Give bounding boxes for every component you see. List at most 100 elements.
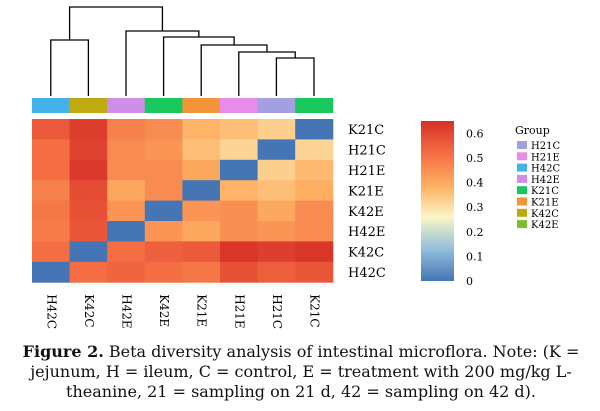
- heatmap-cell: [32, 241, 71, 263]
- heatmap-cell: [144, 180, 183, 202]
- heatmap-cell: [32, 119, 71, 140]
- colorbar-tick-label: 0.3: [466, 201, 484, 214]
- dendrogram-branch: [275, 57, 315, 96]
- heatmap-cell: [107, 221, 146, 242]
- row-label: H21C: [348, 144, 386, 159]
- heatmap-cell: [69, 139, 108, 161]
- colorbar-tick-label: 0.5: [466, 152, 484, 165]
- heatmap-cell: [107, 119, 146, 140]
- caption-text: Beta diversity analysis of intestinal mi…: [30, 342, 580, 401]
- legend-label: H42E: [531, 175, 560, 186]
- heatmap-cell: [69, 180, 108, 202]
- heatmap-cell: [69, 119, 108, 140]
- column-group-bar: [32, 98, 334, 113]
- heatmap-cell: [220, 221, 259, 242]
- heatmap-cell: [32, 221, 71, 242]
- heatmap-cell: [257, 241, 296, 263]
- heatmap-cell: [144, 159, 183, 181]
- heatmap-cell: [220, 261, 259, 283]
- colorbar-tick-label: 0.1: [466, 250, 484, 263]
- legend-swatch: [517, 186, 527, 195]
- heatmap-cell: [32, 139, 71, 161]
- legend-label: K42E: [531, 220, 559, 231]
- row-labels: K21C H21C H21E K21E K42E H42E K42C H42C: [348, 123, 386, 281]
- heatmap-cell: [182, 200, 221, 222]
- caption-label: Figure 2.: [22, 342, 104, 361]
- heatmap-cell: [295, 241, 334, 263]
- heatmap-cell: [144, 241, 183, 263]
- heatmap-cell: [295, 119, 334, 140]
- group-swatch: [182, 98, 221, 113]
- heatmap-cell: [107, 139, 146, 161]
- heatmap-cell: [144, 200, 183, 222]
- heatmap-cell: [32, 200, 71, 222]
- heatmap-cell: [69, 261, 108, 283]
- heatmap-cell: [182, 221, 221, 242]
- heatmap-cell: [182, 139, 221, 161]
- row-label: H42E: [348, 225, 385, 240]
- column-label: K21E: [195, 294, 209, 327]
- column-label: H42C: [44, 294, 58, 329]
- heatmap-cell: [107, 200, 146, 222]
- heatmap-cell: [107, 261, 146, 283]
- column-label: H21E: [232, 294, 246, 329]
- heatmap-cell: [69, 159, 108, 181]
- column-label: K42E: [157, 294, 171, 327]
- legend-label: K21C: [531, 186, 559, 197]
- row-label: K21E: [348, 184, 384, 199]
- legend-label: H42C: [531, 164, 560, 175]
- column-label: K21C: [308, 294, 322, 327]
- heatmap-cell: [295, 261, 334, 283]
- heatmap-cell: [220, 200, 259, 222]
- heatmap-cell: [107, 180, 146, 202]
- legend-swatch: [517, 197, 527, 206]
- heatmap-cell: [69, 200, 108, 222]
- heatmap-cell: [257, 261, 296, 283]
- group-swatch: [295, 98, 334, 113]
- heatmap-cell: [182, 180, 221, 202]
- heatmap-cell: [295, 139, 334, 161]
- colorbar-tick-label: 0.2: [466, 226, 484, 239]
- column-dendrogram: [50, 6, 315, 96]
- colorbar-tick-label: 0.4: [466, 177, 484, 190]
- heatmap-cell: [257, 221, 296, 242]
- heatmap-cell: [144, 119, 183, 140]
- figure-caption: Figure 2. Beta diversity analysis of int…: [8, 342, 594, 402]
- column-label: K42C: [82, 294, 96, 327]
- legend-label: K21E: [531, 198, 559, 209]
- group-swatch: [32, 98, 71, 113]
- legend-swatch: [517, 208, 527, 217]
- heatmap-cell: [257, 159, 296, 181]
- group-swatch: [144, 98, 183, 113]
- column-label: H21C: [270, 294, 284, 329]
- heatmap-cell: [32, 159, 71, 181]
- colorbar-tick-label: 0.6: [466, 127, 484, 140]
- heatmap-cell: [32, 180, 71, 202]
- heatmap-cell: [220, 180, 259, 202]
- heatmap-cell: [69, 221, 108, 242]
- group-swatch: [107, 98, 146, 113]
- beta-diversity-heatmap: K21C H21C H21E K21E K42E H42E K42C H42C H42C K42…: [32, 6, 560, 329]
- heatmap-cell: [257, 200, 296, 222]
- heatmap-cell: [257, 180, 296, 202]
- heatmap-cell: [220, 159, 259, 181]
- heatmap-cell: [107, 159, 146, 181]
- legend-label: H21C: [531, 141, 560, 152]
- heatmap-cell: [182, 241, 221, 263]
- heatmap-cell: [182, 159, 221, 181]
- heatmap-cell: [182, 119, 221, 140]
- heatmap-cell: [182, 261, 221, 283]
- dendrogram-branch: [50, 39, 90, 96]
- colorbar-ticks: 0.6 0.5 0.4 0.3 0.2 0.1 0: [466, 127, 484, 288]
- row-label: K21C: [348, 123, 384, 138]
- heatmap-cell: [32, 261, 71, 283]
- heatmap-cell: [107, 241, 146, 263]
- group-swatch: [220, 98, 259, 113]
- legend-swatch: [517, 152, 527, 161]
- colorbar-tick-label: 0: [466, 275, 473, 288]
- legend-title: Group: [515, 124, 550, 137]
- heatmap-cell: [220, 241, 259, 263]
- legend-swatch: [517, 163, 527, 172]
- column-labels: H42C K42C H42E K42E K21E H21E H21C K21C: [44, 294, 321, 329]
